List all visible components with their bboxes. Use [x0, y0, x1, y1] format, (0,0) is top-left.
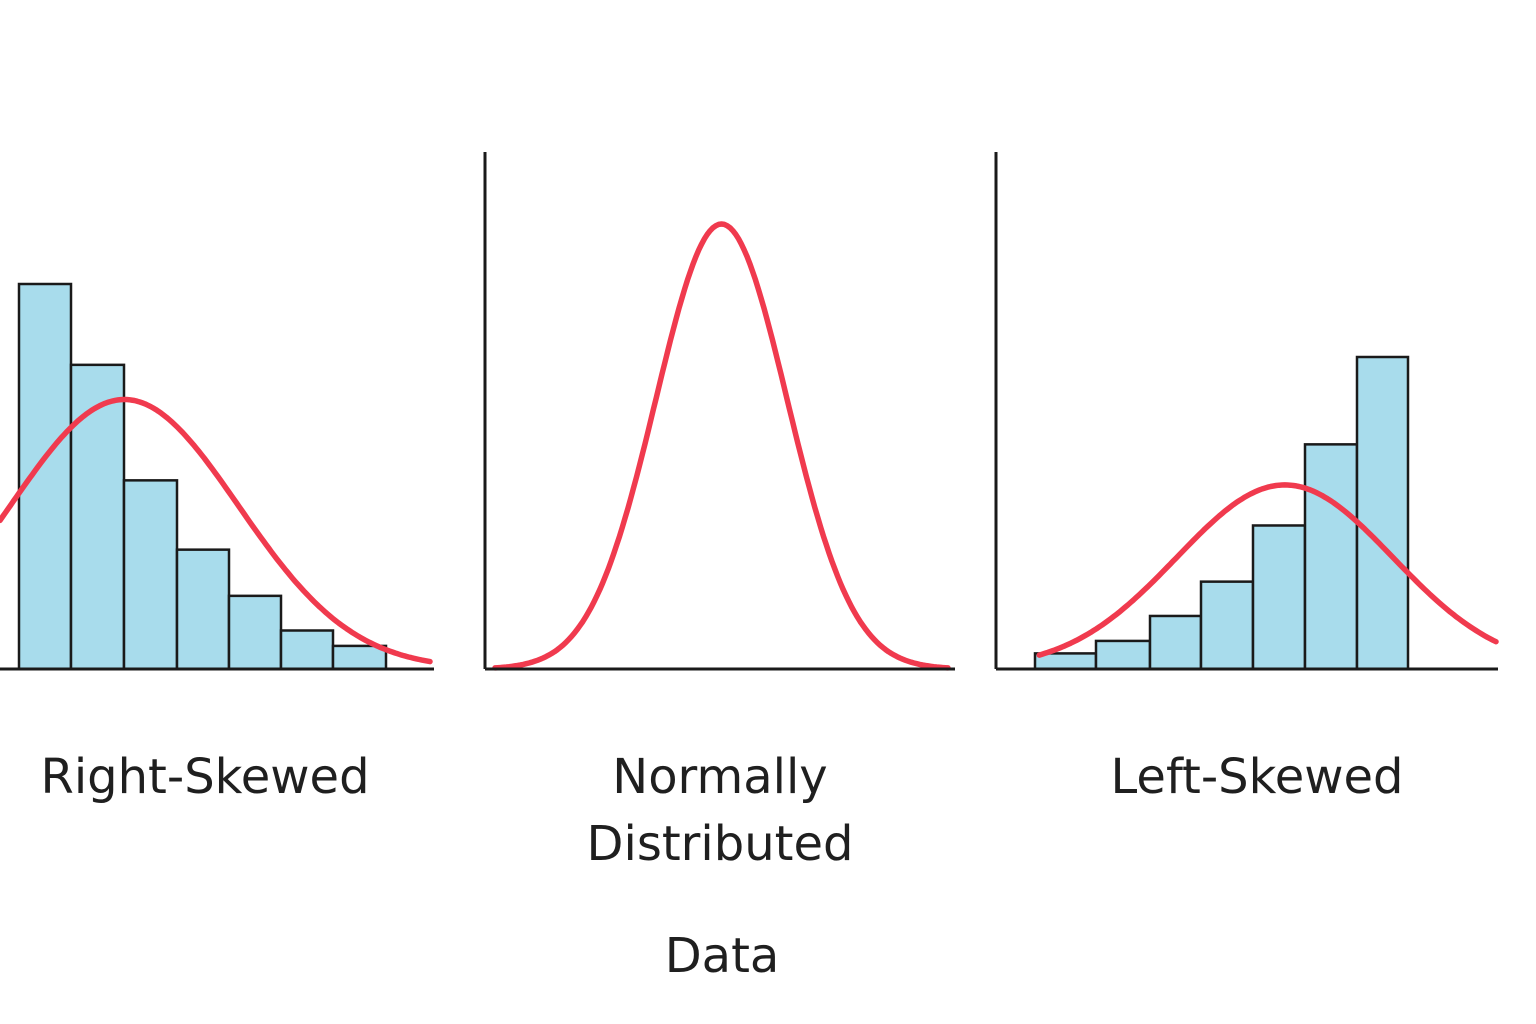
histogram-bar: [1199, 580, 1255, 671]
histogram-bar: [122, 479, 179, 671]
histogram-bar: [1094, 639, 1152, 671]
histogram-bar: [1148, 614, 1203, 671]
histogram-bar: [175, 548, 231, 671]
histogram-bar: [1251, 524, 1307, 671]
normal-caption-line-2: Distributed: [587, 816, 854, 872]
data-caption: Data: [665, 928, 780, 984]
histogram-bar: [17, 282, 73, 671]
histogram-bar: [1303, 443, 1359, 671]
density-curve: [492, 221, 951, 671]
normal-panel: [483, 152, 955, 671]
density-curve: [0, 396, 433, 665]
normal-caption-line-1: Normally: [612, 749, 827, 805]
left-skewed-caption: Left-Skewed: [1111, 749, 1404, 805]
histogram-bar: [279, 629, 335, 671]
histogram-bar: [69, 363, 126, 671]
right-skewed-caption: Right-Skewed: [40, 749, 369, 805]
right-skewed-panel: [0, 282, 434, 671]
density-curve: [1036, 482, 1499, 658]
left-skewed-panel: [994, 152, 1499, 671]
histogram-bar: [227, 594, 283, 671]
histogram-bar: [1355, 355, 1410, 671]
